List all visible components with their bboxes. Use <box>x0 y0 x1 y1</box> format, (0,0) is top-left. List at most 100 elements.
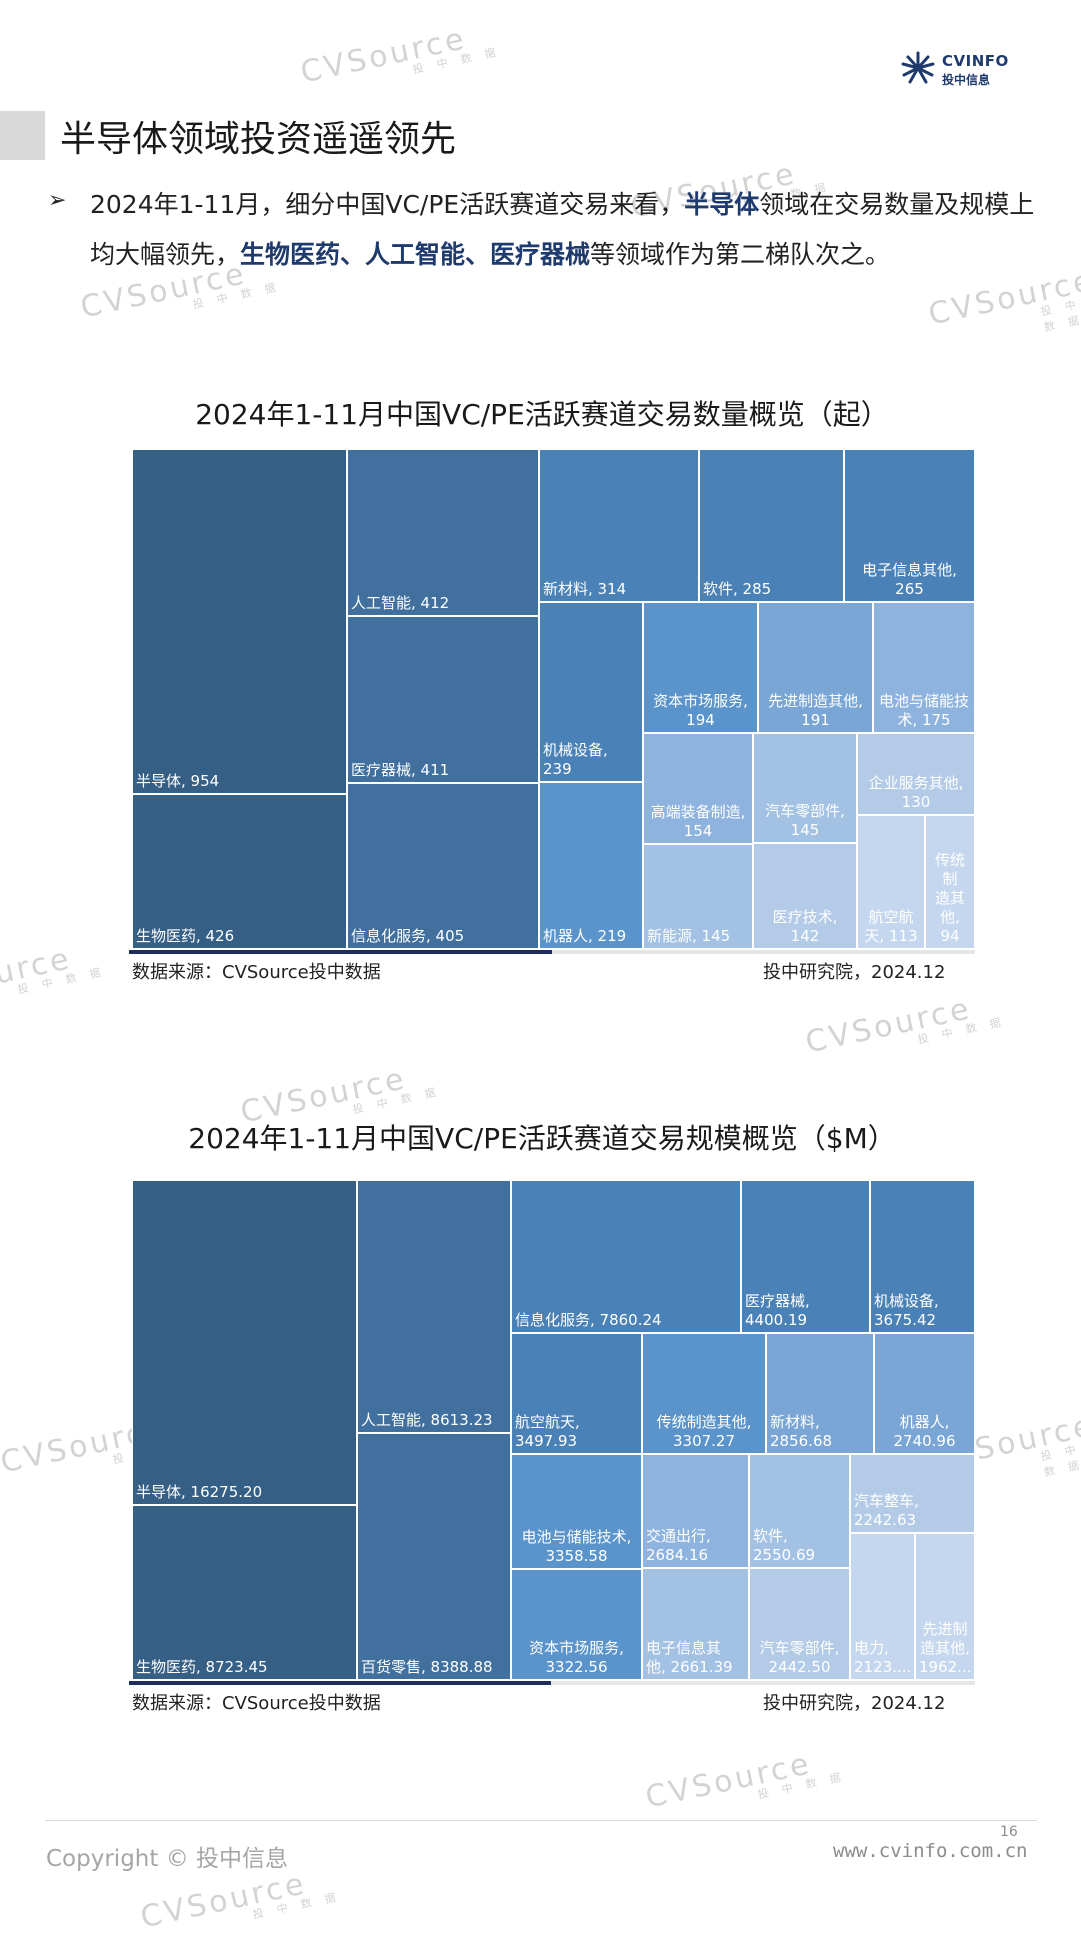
treemap-cell-machinery: 机械设备, 239 <box>539 602 643 782</box>
treemap-cell-auto-parts: 汽车零部件, 2442.50 <box>749 1568 850 1680</box>
summary-paragraph: 2024年1-11月，细分中国VC/PE活跃赛道交易来看，半导体领域在交易数量及… <box>90 180 1035 280</box>
treemap-cell-label: 汽车整车, 2242.63 <box>854 1492 919 1529</box>
treemap-cell-label: 医疗器械, 411 <box>351 761 450 779</box>
treemap-cell-label: 信息化服务, 7860.24 <box>515 1311 662 1329</box>
treemap-cell-software: 软件, 285 <box>699 449 844 602</box>
treemap-cell-department-retail: 百货零售, 8388.88 <box>357 1433 511 1680</box>
treemap-cell-label: 软件, 285 <box>703 580 772 598</box>
treemap-cell-medical-devices: 医疗器械, 411 <box>347 616 539 783</box>
treemap-cell-label: 信息化服务, 405 <box>351 927 465 945</box>
treemap-cell-semiconductor: 半导体, 954 <box>132 449 347 794</box>
treemap-cell-new-materials: 新材料, 314 <box>539 449 699 602</box>
treemap-cell-label: 航空航 天, 113 <box>864 908 918 945</box>
treemap-cell-label: 电池与储能技 术, 175 <box>878 692 969 729</box>
treemap-cell-label: 交通出行, 2684.16 <box>646 1527 711 1564</box>
summary-text: 2024年1-11月，细分中国VC/PE活跃赛道交易来看， <box>90 190 685 219</box>
treemap-cell-label: 电子信息其他, 265 <box>862 561 957 598</box>
treemap-cell-label: 资本市场服务, 3322.56 <box>529 1639 624 1676</box>
treemap-cell-label: 企业服务其他, 130 <box>868 774 964 811</box>
logo-mark-icon <box>901 51 935 84</box>
treemap-cell-vehicles: 汽车整车, 2242.63 <box>850 1454 975 1533</box>
treemap-cell-label: 半导体, 16275.20 <box>136 1483 263 1501</box>
page-title: 半导体领域投资遥遥领先 <box>60 119 457 160</box>
treemap-cell-label: 传统制 造其 他, 94 <box>934 851 965 945</box>
treemap-cell-robotics: 机器人, 2740.96 <box>874 1333 975 1454</box>
treemap-cell-label: 资本市场服务, 194 <box>653 692 748 729</box>
treemap-cell-label: 航空航天, 3497.93 <box>515 1413 580 1450</box>
treemap-cell-high-end-equipment: 高端装备制造, 154 <box>643 733 753 844</box>
treemap-cell-label: 新能源, 145 <box>647 927 731 945</box>
treemap-cell-label: 先进制造其他, 191 <box>768 692 863 729</box>
treemap-cell-auto-parts: 汽车零部件, 145 <box>753 733 857 843</box>
treemap-cell-it-services: 信息化服务, 405 <box>347 783 539 949</box>
treemap-cell-capital-market-services: 资本市场服务, 194 <box>643 602 758 733</box>
treemap-cell-ai: 人工智能, 412 <box>347 449 539 616</box>
treemap-cell-advanced-mfg-other: 先进制造其他, 191 <box>758 602 873 733</box>
treemap-cell-aerospace: 航空航天, 3497.93 <box>511 1333 642 1454</box>
treemap-cell-robotics: 机器人, 219 <box>539 782 643 949</box>
treemap-cell-new-energy: 新能源, 145 <box>643 844 753 949</box>
chart-title-deal-amount: 2024年1-11月中国VC/PE活跃赛道交易规模概览（$M） <box>188 1122 896 1155</box>
treemap-cell-label: 百货零售, 8388.88 <box>361 1658 493 1676</box>
treemap-cell-label: 机械设备, 3675.42 <box>874 1292 939 1329</box>
treemap-cell-electronics-other: 电子信息其 他, 2661.39 <box>642 1568 749 1680</box>
treemap-cell-label: 医疗器械, 4400.19 <box>745 1292 810 1329</box>
treemap-cell-new-materials: 新材料, 2856.68 <box>766 1333 874 1454</box>
treemap-cell-label: 电力, 2123.... <box>854 1639 912 1676</box>
treemap-cell-label: 新材料, 2856.68 <box>770 1413 833 1450</box>
treemap-cell-machinery: 机械设备, 3675.42 <box>870 1180 975 1333</box>
treemap-cell-label: 高端装备制造, 154 <box>650 803 746 840</box>
treemap-cell-label: 生物医药, 426 <box>136 927 235 945</box>
page-number: 16 <box>1000 1824 1018 1840</box>
treemap-cell-it-services: 信息化服务, 7860.24 <box>511 1180 741 1333</box>
treemap-cell-battery-storage: 电池与储能技 术, 175 <box>873 602 975 733</box>
chart-source: 数据来源：CVSource投中数据 <box>132 1693 381 1714</box>
title-accent-bar <box>0 111 45 160</box>
treemap-deal-count: 半导体, 954 生物医药, 426 人工智能, 412 医疗器械, 411 信息化服务… <box>132 449 975 949</box>
chart-credit: 投中研究院，2024.12 <box>763 1693 946 1714</box>
treemap-cell-label: 人工智能, 412 <box>351 594 450 612</box>
treemap-cell-label: 电池与储能技术, 3358.58 <box>521 1528 632 1565</box>
treemap-cell-label: 传统制造其他, 3307.27 <box>656 1413 752 1450</box>
logo-name: CVINFO <box>942 52 1009 70</box>
treemap-cell-electronics-other: 电子信息其他, 265 <box>844 449 975 602</box>
treemap-cell-label: 汽车零部件, 145 <box>765 802 845 839</box>
treemap-cell-label: 汽车零部件, 2442.50 <box>759 1639 840 1676</box>
treemap-cell-battery-storage: 电池与储能技术, 3358.58 <box>511 1454 642 1569</box>
treemap-cell-software: 软件, 2550.69 <box>749 1454 850 1568</box>
treemap-cell-biomedicine: 生物医药, 426 <box>132 794 347 949</box>
summary-text: 等领域作为第二梯队次之。 <box>590 240 891 269</box>
copyright: Copyright © 投中信息 <box>46 1846 289 1872</box>
treemap-cell-label: 软件, 2550.69 <box>753 1527 816 1564</box>
chart-credit: 投中研究院，2024.12 <box>763 962 946 983</box>
treemap-cell-label: 医疗技术, 142 <box>772 908 838 945</box>
treemap-cell-ai: 人工智能, 8613.23 <box>357 1180 511 1433</box>
summary-highlight: 半导体 <box>684 190 760 219</box>
treemap-cell-label: 半导体, 954 <box>136 772 220 790</box>
treemap-cell-label: 机械设备, 239 <box>543 741 608 778</box>
logo-subtitle: 投中信息 <box>942 73 991 87</box>
brand-logo: CVINFO 投中信息 <box>900 50 1020 90</box>
footer-divider <box>45 1820 1037 1821</box>
summary-highlight: 生物医药、人工智能、医疗器械 <box>240 240 591 269</box>
chart-underline <box>129 950 975 954</box>
website-link[interactable]: www.cvinfo.com.cn <box>833 1840 1028 1862</box>
treemap-cell-label: 先进制 造其他, 1962... <box>919 1620 972 1676</box>
treemap-cell-medical-devices: 医疗器械, 4400.19 <box>741 1180 870 1333</box>
treemap-cell-medical-tech: 医疗技术, 142 <box>753 843 857 949</box>
treemap-cell-transportation: 交通出行, 2684.16 <box>642 1454 749 1568</box>
summary-text: 领域在交易数量及规模上均大幅领先， <box>90 190 1035 269</box>
chart-underline <box>129 1681 975 1685</box>
treemap-cell-traditional-mfg-other: 传统制 造其 他, 94 <box>925 815 975 949</box>
treemap-deal-amount: 半导体, 16275.20 生物医药, 8723.45 人工智能, 8613.23 百… <box>132 1180 975 1680</box>
treemap-cell-label: 人工智能, 8613.23 <box>361 1411 493 1429</box>
treemap-cell-capital-market-services: 资本市场服务, 3322.56 <box>511 1569 642 1680</box>
treemap-cell-label: 新材料, 314 <box>543 580 627 598</box>
treemap-cell-label: 生物医药, 8723.45 <box>136 1658 268 1676</box>
treemap-cell-semiconductor: 半导体, 16275.20 <box>132 1180 357 1505</box>
treemap-cell-power: 电力, 2123.... <box>850 1533 915 1680</box>
